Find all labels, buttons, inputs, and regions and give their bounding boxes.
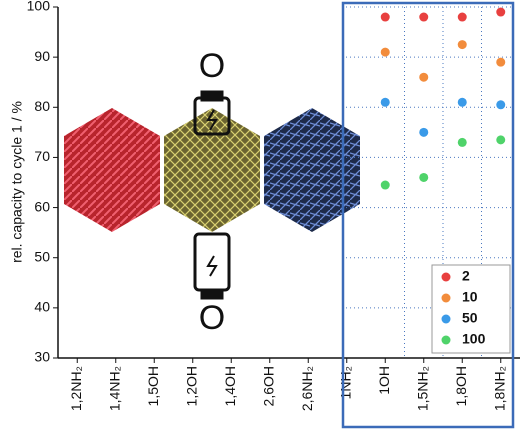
y-tick-label: 40 xyxy=(34,299,50,315)
x-tick-label: 1,2NH₂ xyxy=(68,366,84,411)
y-tick-label: 60 xyxy=(34,198,50,214)
legend-marker xyxy=(441,314,451,324)
y-tick-label: 30 xyxy=(34,349,50,365)
y-tick-label: 100 xyxy=(27,0,51,14)
x-tick-label: 1OH xyxy=(376,366,392,395)
point xyxy=(457,97,467,107)
y-tick-label: 50 xyxy=(34,248,50,264)
x-tick-label: 2,6OH xyxy=(260,366,276,406)
legend-marker xyxy=(441,335,451,345)
point xyxy=(496,135,506,145)
y-tick-label: 90 xyxy=(34,48,50,64)
legend-label: 100 xyxy=(462,331,486,347)
legend-label: 50 xyxy=(462,310,478,326)
y-tick-label: 80 xyxy=(34,98,50,114)
point xyxy=(419,172,429,182)
point xyxy=(419,72,429,82)
x-tick-label: 1,4OH xyxy=(222,366,238,406)
point xyxy=(496,7,506,17)
x-tick-label: 1,5OH xyxy=(145,366,161,406)
legend-marker xyxy=(441,293,451,303)
x-tick-label: 1NH₂ xyxy=(337,366,353,399)
annotation: O xyxy=(199,299,225,337)
x-tick-label: 1,8NH₂ xyxy=(491,366,507,411)
y-tick-label: 70 xyxy=(34,148,50,164)
x-tick-label: 1,8OH xyxy=(453,366,469,406)
x-tick-label: 1,2OH xyxy=(183,366,199,406)
x-tick-label: 1,4NH₂ xyxy=(106,366,122,411)
point xyxy=(419,12,429,22)
x-tick-label: 2,6NH₂ xyxy=(299,366,315,411)
point xyxy=(380,12,390,22)
point xyxy=(457,137,467,147)
legend-label: 2 xyxy=(462,268,470,284)
point xyxy=(457,40,467,50)
battery-icon xyxy=(193,90,231,300)
point xyxy=(380,180,390,190)
point xyxy=(380,97,390,107)
legend-label: 10 xyxy=(462,289,478,305)
point xyxy=(419,127,429,137)
point xyxy=(496,100,506,110)
point xyxy=(496,57,506,67)
point xyxy=(457,12,467,22)
point xyxy=(380,47,390,57)
legend-marker xyxy=(441,272,451,282)
annotation: O xyxy=(199,47,225,85)
highlight-box xyxy=(341,1,515,429)
decorative-hexagons xyxy=(64,108,360,232)
y-axis-label: rel. capacity to cycle 1 / % xyxy=(9,101,25,263)
x-tick-label: 1,5NH₂ xyxy=(414,366,430,411)
